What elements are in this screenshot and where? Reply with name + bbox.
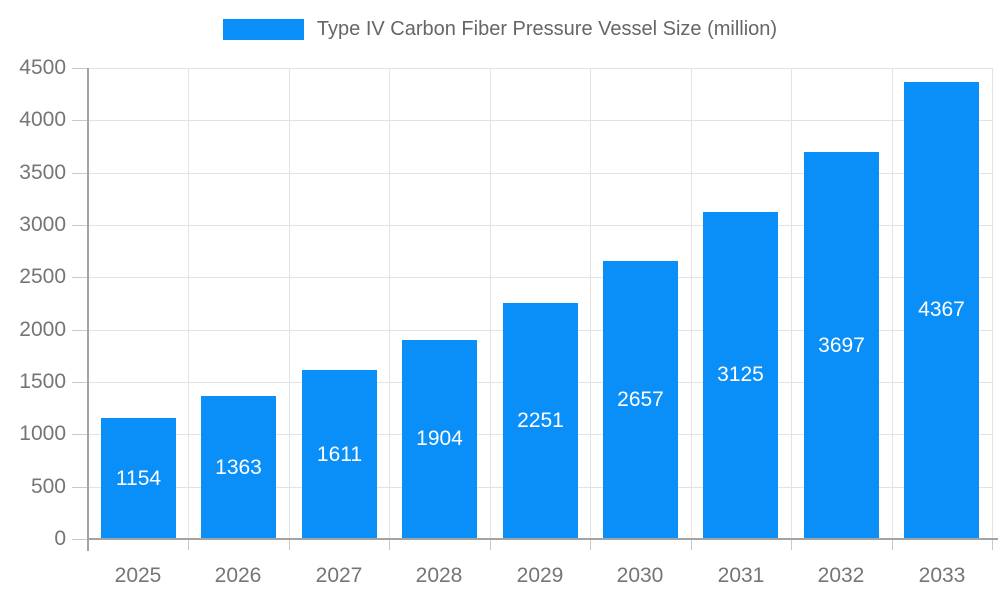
x-tick [791,539,792,550]
x-gridline [992,68,993,539]
y-axis-line [87,68,89,551]
y-axis-label: 0 [54,527,66,550]
x-tick [389,539,390,550]
y-axis-label: 1500 [19,370,66,393]
x-tick [892,539,893,550]
y-tick [72,120,88,121]
x-gridline [892,68,893,539]
x-tick [289,539,290,550]
bar-value-label: 1611 [316,443,363,466]
x-axis-line [88,538,998,540]
y-axis-label: 500 [30,475,66,498]
x-gridline [791,68,792,539]
bar[interactable] [302,370,377,538]
x-axis-label: 2025 [114,564,162,587]
x-gridline [289,68,290,539]
x-tick [188,539,189,550]
y-axis-label: 2000 [19,318,66,341]
bar-value-label: 3697 [818,334,865,357]
y-axis-label: 4500 [19,56,66,79]
bar[interactable] [703,212,778,538]
bar[interactable] [503,303,578,538]
bar[interactable] [603,261,678,538]
x-gridline [490,68,491,539]
x-axis-label: 2029 [516,564,564,587]
y-axis-label: 3500 [19,161,66,184]
bar[interactable] [904,82,979,538]
y-tick [72,434,88,435]
y-axis-label: 2500 [19,265,66,288]
x-tick [992,539,993,550]
x-tick [691,539,692,550]
x-gridline [188,68,189,539]
bar-value-label: 3125 [717,363,764,386]
y-gridline [88,120,992,121]
x-gridline [590,68,591,539]
bar-value-label: 1363 [215,456,262,479]
y-axis-label: 3000 [19,213,66,236]
y-axis-label: 4000 [19,108,66,131]
bar[interactable] [402,340,477,538]
x-axis-label: 2031 [717,564,765,587]
x-axis-label: 2026 [214,564,262,587]
y-tick [72,277,88,278]
x-tick [490,539,491,550]
bar-value-label: 1904 [416,427,463,450]
x-tick [590,539,591,550]
y-tick [72,382,88,383]
bar[interactable] [201,396,276,538]
y-tick [72,487,88,488]
y-tick [72,330,88,331]
x-axis-label: 2028 [415,564,463,587]
y-tick [72,68,88,69]
legend-label: Type IV Carbon Fiber Pressure Vessel Siz… [316,18,778,40]
y-gridline [88,277,992,278]
bar-value-label: 2251 [517,409,564,432]
y-gridline [88,225,992,226]
y-gridline [88,173,992,174]
legend-item[interactable]: Type IV Carbon Fiber Pressure Vessel Siz… [0,18,1000,41]
y-axis-label: 1000 [19,422,66,445]
y-tick [72,173,88,174]
bar[interactable] [804,152,879,538]
y-gridline [88,68,992,69]
x-axis-label: 2030 [616,564,664,587]
y-tick [72,539,88,540]
x-gridline [691,68,692,539]
y-tick [72,225,88,226]
x-axis-label: 2027 [315,564,363,587]
x-axis-label: 2032 [817,564,865,587]
bar-value-label: 2657 [617,388,664,411]
x-axis-label: 2033 [918,564,966,587]
bar-value-label: 1154 [115,467,162,490]
legend-swatch [222,19,304,40]
x-gridline [389,68,390,539]
bar-value-label: 4367 [918,298,965,321]
bar[interactable] [101,418,176,538]
